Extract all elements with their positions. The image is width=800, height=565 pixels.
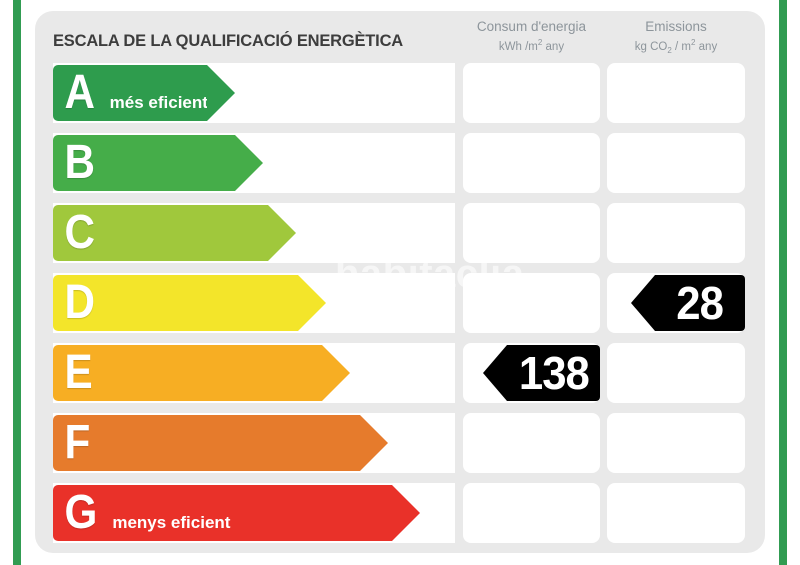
consum-column-header: Consum d'energia kWh /m2 any bbox=[463, 18, 600, 55]
emissions-cell-e bbox=[607, 343, 745, 403]
rating-bar-e: E bbox=[53, 345, 350, 401]
emissions-column-header: Emissions kg CO2 / m2 any bbox=[607, 18, 745, 58]
scale-row-a: A més eficient bbox=[35, 63, 765, 123]
rating-letter-g: G bbox=[64, 486, 98, 539]
emissions-cell-f bbox=[607, 413, 745, 473]
emissions-header-line1: Emissions bbox=[645, 19, 707, 34]
page-title: ESCALA DE LA QUALIFICACIÓ ENERGÈTICA bbox=[53, 31, 404, 50]
rating-bar-g: G menys eficient bbox=[53, 485, 420, 541]
rating-bar-b: B bbox=[53, 135, 263, 191]
rating-letter-a: A bbox=[64, 66, 95, 119]
scale-row-e: E bbox=[35, 343, 765, 403]
habitaclia-watermark-smile bbox=[339, 295, 363, 311]
consum-cell-d bbox=[463, 273, 600, 333]
emissions-cell-a bbox=[607, 63, 745, 123]
rating-letter-b: B bbox=[64, 136, 95, 189]
consum-cell-b bbox=[463, 133, 600, 193]
rating-bar-f: F bbox=[53, 415, 388, 471]
scale-row-b: B bbox=[35, 133, 765, 193]
consum-value: 138 bbox=[518, 347, 589, 399]
emissions-header-unit: kg CO2 / m2 any bbox=[634, 38, 718, 56]
rating-bar-a: A més eficient bbox=[53, 65, 235, 121]
scale-row-g: G menys eficient bbox=[35, 483, 765, 543]
rating-bar-c: C bbox=[53, 205, 296, 261]
consum-header-line1: Consum d'energia bbox=[476, 19, 587, 34]
energy-rating-panel: ESCALA DE LA QUALIFICACIÓ ENERGÈTICA Con… bbox=[35, 11, 765, 553]
rating-label-g: menys eficient bbox=[112, 513, 231, 532]
consum-cell-g bbox=[463, 483, 600, 543]
emissions-cell-b bbox=[607, 133, 745, 193]
emissions-value: 28 bbox=[676, 277, 725, 329]
badge-arrow-tip-icon bbox=[483, 345, 507, 401]
emissions-cell-c bbox=[607, 203, 745, 263]
rating-letter-f: F bbox=[64, 416, 91, 469]
habitaclia-watermark: habitaclia bbox=[335, 252, 525, 296]
emissions-cell-g bbox=[607, 483, 745, 543]
scale-row-d: D bbox=[35, 273, 765, 333]
consum-cell-f bbox=[463, 413, 600, 473]
left-green-frame-bar bbox=[13, 0, 21, 565]
consum-value-badge: 138 bbox=[483, 345, 600, 401]
rating-bar-d: D bbox=[53, 275, 326, 331]
rating-letter-c: C bbox=[64, 206, 95, 259]
consum-header-unit: kWh /m2 any bbox=[498, 38, 565, 53]
badge-arrow-tip-icon bbox=[631, 275, 655, 331]
rating-label-a: més eficient bbox=[109, 93, 208, 112]
consum-cell-c bbox=[463, 203, 600, 263]
scale-row-f: F bbox=[35, 413, 765, 473]
rating-letter-e: E bbox=[64, 346, 93, 399]
consum-cell-a bbox=[463, 63, 600, 123]
right-green-frame-bar bbox=[779, 0, 787, 565]
emissions-value-badge: 28 bbox=[631, 275, 745, 331]
rating-letter-d: D bbox=[64, 276, 95, 329]
scale-row-c: C bbox=[35, 203, 765, 263]
